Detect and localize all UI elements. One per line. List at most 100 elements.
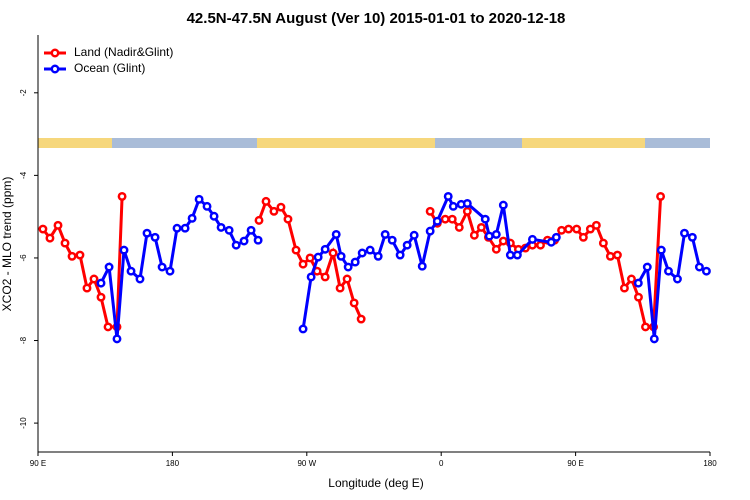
- point: [276, 202, 286, 212]
- point: [498, 200, 508, 210]
- point: [253, 235, 263, 245]
- point: [269, 206, 279, 216]
- point: [283, 214, 293, 224]
- point: [641, 322, 650, 332]
- y-tick-label: -2: [19, 89, 28, 97]
- point: [336, 251, 346, 261]
- point: [291, 245, 301, 255]
- x-axis-label: Longitude (deg E): [328, 476, 423, 490]
- point: [231, 240, 241, 250]
- point: [119, 245, 129, 255]
- point: [505, 250, 515, 260]
- point: [425, 226, 435, 236]
- y-tick-label: -10: [19, 417, 28, 429]
- point: [409, 230, 419, 240]
- point: [335, 283, 345, 293]
- point: [96, 292, 106, 302]
- point: [82, 283, 92, 293]
- point: [536, 240, 545, 250]
- point: [320, 244, 330, 254]
- point: [440, 214, 450, 224]
- point: [261, 196, 271, 206]
- point: [527, 234, 537, 244]
- point: [357, 248, 367, 258]
- surface-band: [38, 138, 710, 148]
- point: [687, 232, 697, 242]
- point: [60, 238, 70, 248]
- point: [150, 232, 160, 242]
- x-tick-label: 0: [439, 459, 444, 468]
- point: [89, 274, 99, 284]
- point: [305, 253, 315, 263]
- point: [498, 236, 508, 246]
- point: [180, 223, 190, 233]
- point: [135, 274, 145, 284]
- point: [216, 222, 226, 232]
- point: [454, 222, 464, 232]
- point: [224, 225, 234, 235]
- legend-marker: [50, 48, 60, 58]
- point: [612, 250, 622, 260]
- point: [694, 262, 704, 272]
- point: [96, 278, 106, 288]
- point: [462, 206, 472, 216]
- point: [112, 334, 122, 344]
- legend-label: Ocean (Glint): [74, 61, 145, 75]
- point: [187, 213, 197, 223]
- point: [298, 259, 308, 269]
- point: [598, 238, 608, 248]
- point: [551, 232, 561, 242]
- point: [356, 314, 366, 324]
- point: [564, 224, 574, 234]
- point: [387, 235, 397, 245]
- x-tick-label: 90 E: [567, 459, 583, 468]
- point: [557, 225, 567, 235]
- point: [491, 244, 501, 254]
- point: [546, 237, 556, 247]
- point: [656, 191, 666, 201]
- point: [254, 215, 264, 225]
- point: [142, 228, 152, 238]
- point: [209, 211, 219, 221]
- y-tick-label: -4: [19, 171, 28, 179]
- legend-marker: [50, 64, 60, 74]
- point: [476, 222, 486, 232]
- point: [320, 272, 330, 282]
- point: [45, 233, 55, 243]
- x-tick-label: 180: [703, 459, 717, 468]
- point: [373, 251, 383, 261]
- point: [448, 201, 458, 211]
- point: [585, 224, 595, 234]
- land-band: [522, 138, 645, 148]
- point: [701, 266, 711, 276]
- y-tick-label: -6: [19, 254, 28, 262]
- point: [103, 322, 113, 332]
- point: [432, 216, 442, 226]
- point: [349, 298, 359, 308]
- point: [627, 274, 636, 284]
- point: [246, 225, 256, 235]
- point: [126, 266, 136, 276]
- point: [491, 229, 501, 239]
- point: [202, 201, 212, 211]
- point: [395, 250, 405, 260]
- point: [512, 250, 522, 260]
- y-tick-label: -8: [19, 336, 28, 344]
- point: [239, 236, 249, 246]
- point: [342, 274, 352, 284]
- y-axis-label: XCO2 - MLO trend (ppm): [0, 177, 14, 312]
- point: [331, 229, 341, 239]
- point: [484, 231, 494, 241]
- point: [591, 220, 601, 230]
- point: [572, 224, 582, 234]
- point: [480, 214, 490, 224]
- point: [425, 206, 435, 216]
- point: [350, 257, 360, 267]
- point: [75, 250, 85, 260]
- point: [328, 248, 338, 258]
- point: [680, 228, 689, 238]
- point: [447, 214, 457, 224]
- point: [462, 199, 472, 208]
- point: [469, 230, 479, 240]
- point: [633, 278, 643, 288]
